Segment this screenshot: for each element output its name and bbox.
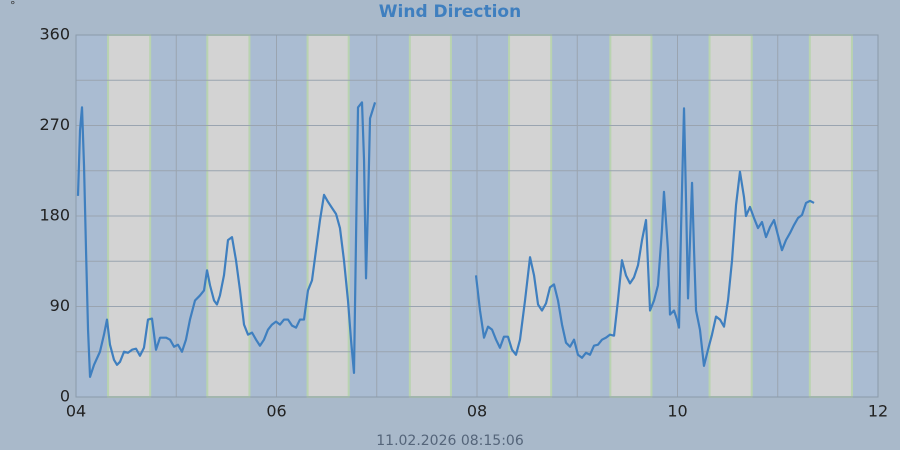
x-tick-label: 08 xyxy=(467,402,487,421)
timestamp: 11.02.2026 08:15:06 xyxy=(376,433,524,449)
x-tick-label: 06 xyxy=(266,402,286,421)
y-unit: ° xyxy=(10,0,16,12)
y-tick-label: 270 xyxy=(39,115,70,134)
lines xyxy=(76,101,815,378)
y-tick-label: 180 xyxy=(39,206,70,225)
y-tick-label: 90 xyxy=(50,296,70,315)
data-line xyxy=(76,101,815,378)
y-tick-label: 360 xyxy=(39,25,70,44)
plot-border xyxy=(75,34,879,398)
y-tick-label: 0 xyxy=(60,387,70,406)
x-tick-label: 10 xyxy=(667,402,687,421)
x-tick-label: 04 xyxy=(66,402,86,421)
chart-title: Wind Direction xyxy=(379,2,521,22)
x-tick-label: 12 xyxy=(868,402,888,421)
